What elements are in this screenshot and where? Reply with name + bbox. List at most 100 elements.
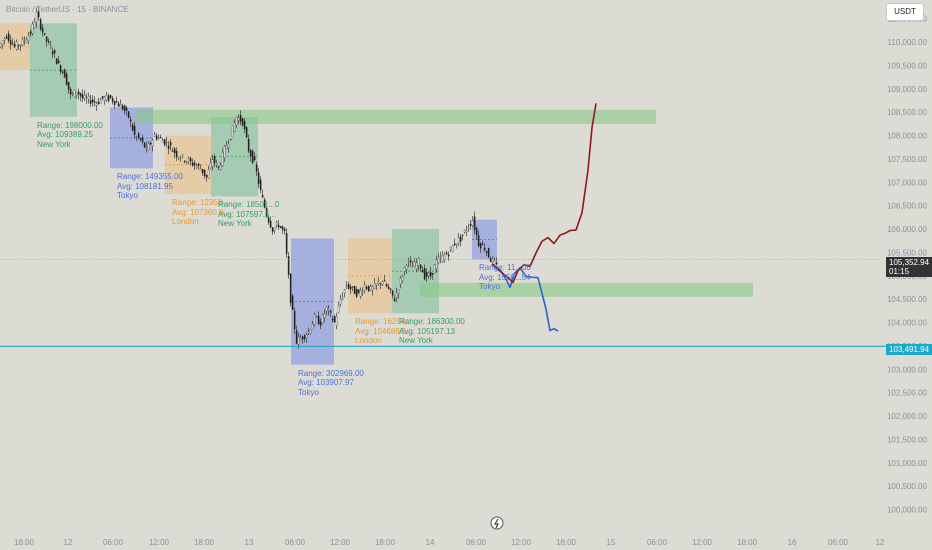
replay-icon[interactable] xyxy=(490,516,504,530)
x-tick-label: 15 xyxy=(607,538,616,547)
level-price-badge: 103,491.94 xyxy=(886,344,932,355)
candle-body xyxy=(87,96,90,100)
candle-body xyxy=(111,98,114,102)
candle-body xyxy=(103,96,106,101)
candle-body xyxy=(395,292,398,298)
candle-body xyxy=(27,35,30,41)
candle-body xyxy=(477,235,480,247)
candle-body xyxy=(347,284,350,289)
candle-body xyxy=(51,51,54,55)
candle-body xyxy=(155,135,158,140)
x-tick-label: 12 xyxy=(876,538,885,547)
candle-body xyxy=(335,316,338,326)
candle-body xyxy=(439,256,442,259)
candle-body xyxy=(115,101,118,103)
candle-body xyxy=(369,286,372,291)
candle-body xyxy=(135,136,138,138)
candle-body xyxy=(411,266,414,268)
candle-body xyxy=(441,255,444,262)
candle-body xyxy=(191,162,194,166)
candle-body xyxy=(287,256,290,275)
y-tick-label: 104,000.00 xyxy=(887,319,928,328)
candle-body xyxy=(353,286,356,294)
candle-body xyxy=(141,137,144,142)
y-tick-label: 102,000.00 xyxy=(887,412,928,421)
x-tick-label: 12:00 xyxy=(692,538,713,547)
candle-body xyxy=(1,40,4,45)
session-stats-newyork: Range: 198000.00 Avg: 109389.25 New York xyxy=(37,120,103,149)
currency-button[interactable]: USDT xyxy=(886,3,924,21)
candle-body xyxy=(459,236,462,242)
candle-body xyxy=(235,116,238,126)
current-price-badge: 105,352.94 01:15 xyxy=(886,257,932,277)
candle-body xyxy=(69,89,72,95)
session-stats-newyork: Range: 18501...0 Avg: 107597.5... New York xyxy=(218,200,280,229)
candle-body xyxy=(143,142,146,148)
candle-body xyxy=(243,121,246,130)
candle-body xyxy=(345,285,348,287)
x-tick-label: 06:00 xyxy=(103,538,124,547)
candle-body xyxy=(451,245,454,253)
demand-zone xyxy=(420,282,753,297)
x-tick-label: 16 xyxy=(788,538,797,547)
candle-body xyxy=(159,137,162,139)
candle-body xyxy=(285,233,288,254)
candle-body xyxy=(413,261,416,267)
candle-body xyxy=(245,127,248,138)
candle-body xyxy=(13,44,16,47)
candle-body xyxy=(493,260,496,265)
candle-body xyxy=(453,243,456,246)
candle-body xyxy=(447,254,450,257)
candle-body xyxy=(165,141,168,144)
candle-body xyxy=(31,23,34,34)
candle-body xyxy=(7,33,10,41)
candle-body xyxy=(423,268,426,280)
candle-body xyxy=(255,164,258,172)
candle-body xyxy=(59,65,62,73)
candle-body xyxy=(467,227,470,229)
candle-body xyxy=(137,133,140,139)
candle-body xyxy=(173,148,176,154)
candle-body xyxy=(313,314,316,325)
candle-body xyxy=(357,289,360,293)
candle-body xyxy=(381,281,384,285)
candle-body xyxy=(71,93,74,95)
candle-body xyxy=(457,237,460,244)
y-tick-label: 106,500.00 xyxy=(887,202,928,211)
candle-body xyxy=(61,71,64,73)
candle-body xyxy=(105,94,108,100)
candle-body xyxy=(203,169,206,177)
candle-body xyxy=(189,158,192,162)
candle-body xyxy=(97,101,100,105)
demand-zone xyxy=(135,109,656,124)
candle-body xyxy=(327,308,330,311)
candle-body xyxy=(0,43,2,47)
session-stats-tokyo: Range: 149355.00 Avg: 108181.95 Tokyo xyxy=(117,172,183,201)
candle-body xyxy=(361,291,364,294)
candle-body xyxy=(205,174,208,178)
x-tick-label: 18:00 xyxy=(737,538,758,547)
candle-body xyxy=(433,264,436,274)
candle-body xyxy=(139,138,142,140)
candle-body xyxy=(113,100,116,105)
y-tick-label: 100,000.00 xyxy=(887,506,928,515)
x-tick-label: 06:00 xyxy=(466,538,487,547)
candle-body xyxy=(25,39,28,43)
candle-body xyxy=(153,134,156,137)
candle-body xyxy=(425,272,428,277)
candle-body xyxy=(45,36,48,42)
candle-body xyxy=(101,96,104,99)
candle-body xyxy=(325,306,328,312)
bar-countdown: 01:15 xyxy=(889,267,910,276)
candle-body xyxy=(63,69,66,78)
candle-body xyxy=(167,145,170,149)
candle-body xyxy=(449,246,452,250)
candle-body xyxy=(473,216,476,230)
candle-body xyxy=(231,125,234,138)
candle-body xyxy=(391,290,394,296)
candle-body xyxy=(373,283,376,289)
session-box-london xyxy=(165,135,211,195)
candle-body xyxy=(47,41,50,43)
x-tick-label: 18:00 xyxy=(14,538,35,547)
